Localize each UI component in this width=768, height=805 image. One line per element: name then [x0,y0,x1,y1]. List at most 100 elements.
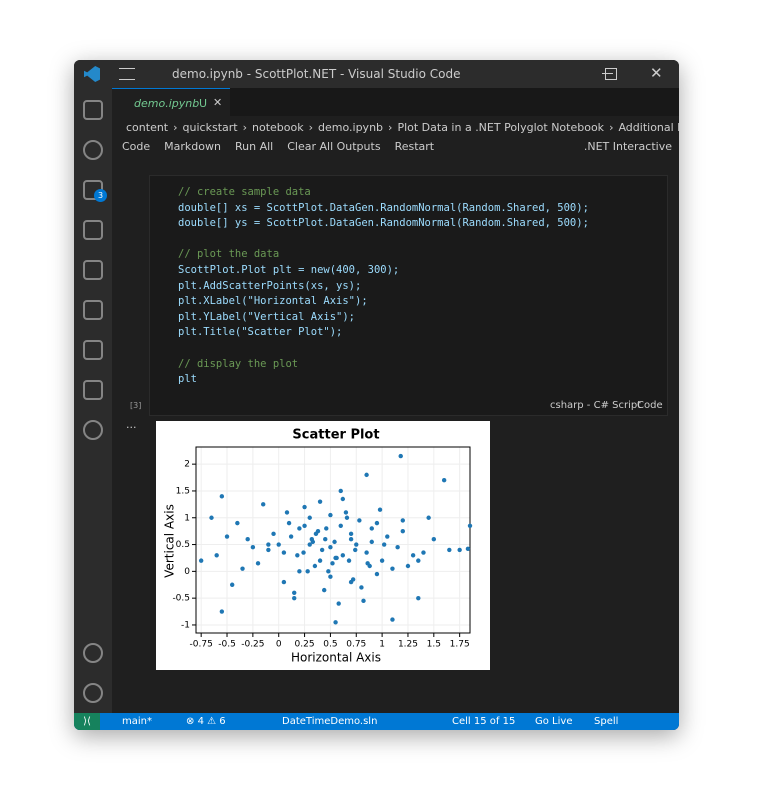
search[interactable] [83,140,103,160]
spell[interactable]: Spell [594,716,619,727]
point [338,523,343,528]
y-tick-label: 0 [184,567,190,577]
breadcrumb[interactable]: Plot Data in a .NET Polyglot Notebook [397,121,605,134]
settings[interactable] [83,683,103,703]
point [281,550,287,555]
tab-status: U [199,97,208,110]
remote[interactable] [83,260,103,280]
breadcrumb[interactable]: content [126,121,169,134]
testing[interactable] [83,340,103,360]
cell-position[interactable]: Cell 15 of 15 [452,716,516,727]
point [340,553,346,558]
toolbar-button[interactable]: Run All [234,140,274,153]
point [343,510,349,515]
point [281,579,287,585]
point [441,478,447,483]
toolbar-button[interactable]: Markdown [164,140,221,153]
point [324,526,329,531]
docker[interactable] [83,380,103,400]
breadcrumb[interactable]: notebook [252,121,304,134]
point [224,534,230,539]
breadcrumb[interactable]: Additional Reso [618,121,679,134]
chart-bg [156,421,490,670]
error-count: 4 [197,716,204,727]
separator: › [609,121,614,134]
point [416,595,421,601]
point [400,518,405,523]
point [266,547,271,553]
window-title: demo.ipynb - ScottPlot.NET - Visual Stud… [172,67,461,81]
separator: › [173,121,178,134]
point [357,518,362,523]
accounts[interactable] [83,643,103,663]
point [359,585,364,590]
minimize[interactable] [602,73,613,74]
point [266,542,271,547]
point [365,561,370,566]
point [240,566,245,571]
point [400,528,405,534]
point [390,617,395,622]
point [305,569,310,574]
point [284,510,290,515]
notebook: // create sample data double[] xs = Scott… [112,160,679,713]
separator: › [388,121,393,134]
point [346,558,352,563]
point [307,542,312,547]
point [235,520,240,526]
point [313,531,319,537]
x-tick-label: -0.25 [241,640,264,650]
point [348,536,354,542]
run-debug[interactable] [83,220,103,240]
point [326,569,331,574]
breadcrumb[interactable]: demo.ipynb [318,121,384,134]
point [338,488,343,494]
code-line [178,342,589,358]
menu[interactable] [119,68,135,80]
code-line: // plot the data [178,248,280,261]
warning-count: 6 [219,716,226,727]
close[interactable]: ✕ [650,64,663,82]
point [374,520,380,526]
point [295,553,300,558]
point [348,531,354,537]
point [377,507,383,512]
explorer[interactable] [83,100,103,120]
point [312,563,318,569]
point [271,531,276,537]
y-label: Vertical Axis [163,504,177,578]
point [405,563,411,569]
y-tick-label: 1 [184,513,190,523]
separator: › [242,121,247,134]
toolbar-button[interactable]: .NET Interactive [583,140,672,153]
x-tick-label: 1.75 [450,640,470,650]
point [261,502,266,507]
cell-language[interactable]: csharp - C# Script [550,400,642,411]
badge: 3 [94,189,107,202]
point [307,515,312,520]
toolbar-button[interactable]: Clear All Outputs [287,140,381,153]
point [465,546,471,552]
point [361,598,366,604]
point [398,453,403,459]
point [302,523,307,528]
toolbar-button[interactable]: Code [122,140,151,153]
tab[interactable]: demo.ipynb U ✕ [112,88,230,117]
errors[interactable]: ⊗ 4 ⚠ 6 [186,716,226,727]
tab-bar: demo.ipynb U ✕ [112,88,679,117]
polyglot[interactable] [83,420,103,440]
code-cell: // create sample data double[] xs = Scott… [149,175,668,416]
branch[interactable]: main* [122,716,152,727]
toolbar-button[interactable]: Restart [394,140,435,153]
breadcrumb[interactable]: quickstart [182,121,238,134]
go-live[interactable]: Go Live [535,716,573,727]
status-bar: ⟩⟨ main* ⊗ 4 ⚠ 6 DateTimeDemo.sln Cell 1… [74,713,679,730]
solution[interactable]: DateTimeDemo.sln [282,716,378,727]
extensions[interactable] [83,300,103,320]
maximize[interactable] [605,68,617,80]
output-menu[interactable]: ··· [126,421,137,434]
y-tick-label: 1.5 [176,486,190,496]
tab-close[interactable]: ✕ [213,96,223,109]
remote-indicator[interactable]: ⟩⟨ [74,713,100,730]
